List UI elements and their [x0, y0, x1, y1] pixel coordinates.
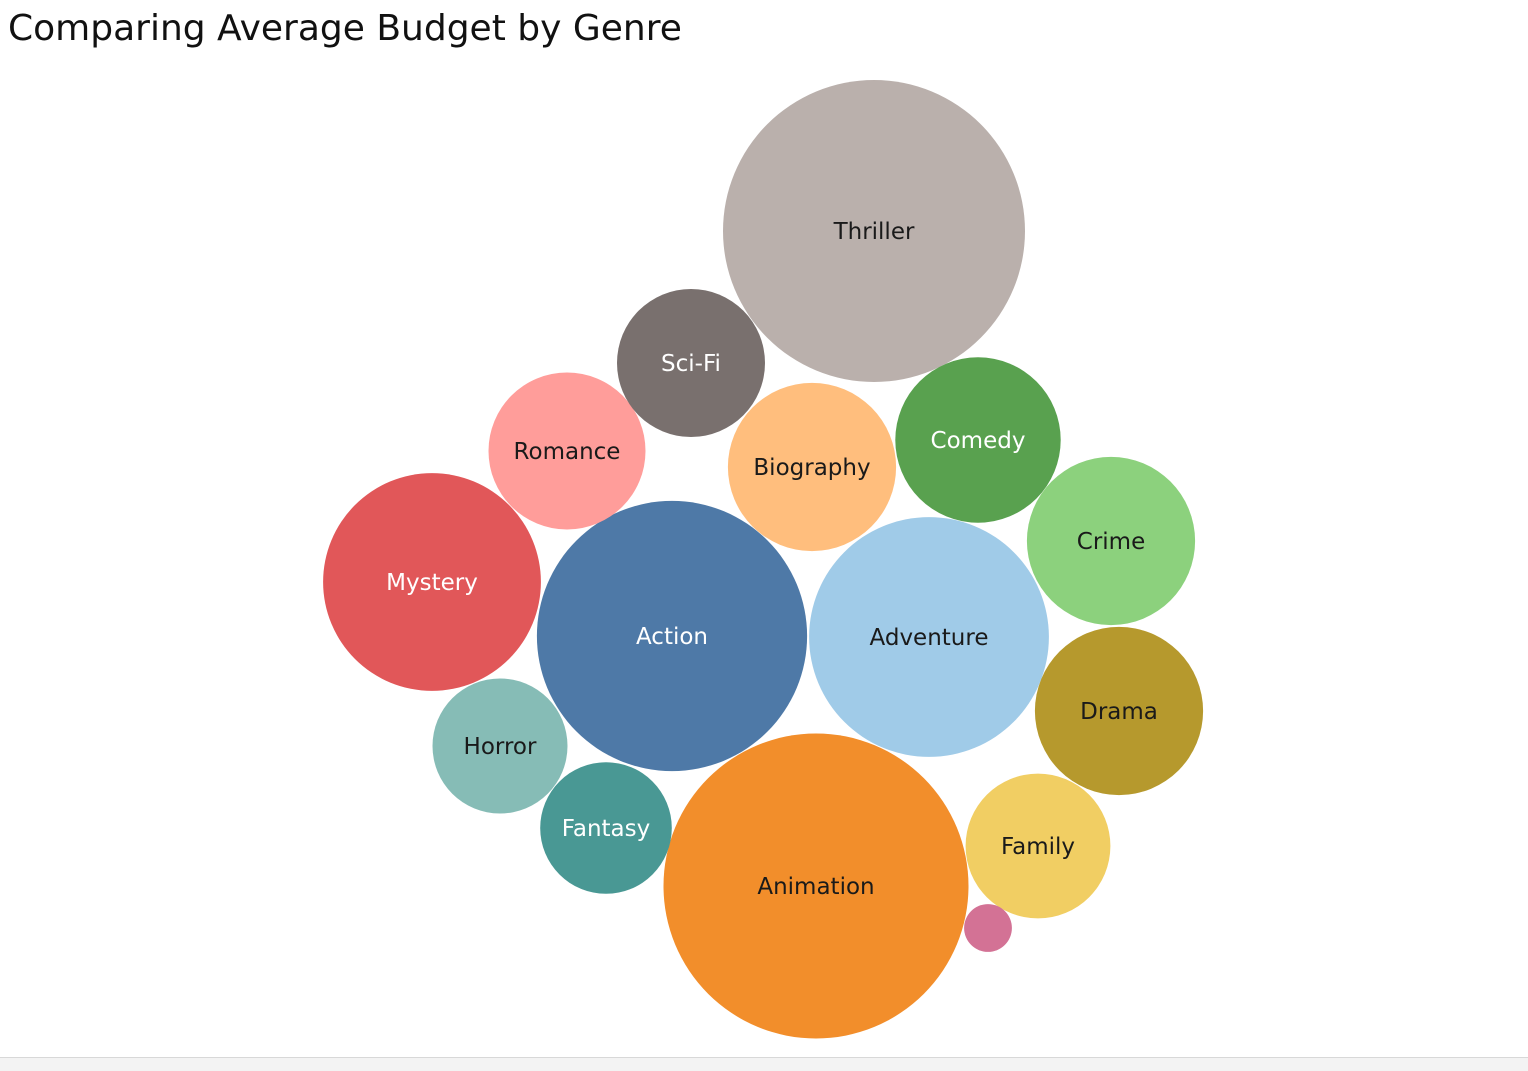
bubble-mystery[interactable] — [323, 473, 541, 691]
bubble-label-family: Family — [1001, 834, 1075, 860]
bubble-label-animation: Animation — [757, 874, 874, 900]
bubble-animation[interactable] — [663, 733, 969, 1039]
bubble-fantasy[interactable] — [540, 762, 672, 894]
bubble-label-crime: Crime — [1077, 529, 1145, 555]
bubble-action[interactable] — [536, 500, 808, 772]
bubble-unlabeled[interactable] — [964, 904, 1012, 952]
bubble-label-mystery: Mystery — [386, 570, 478, 596]
bubble-label-biography: Biography — [753, 455, 870, 481]
bubble-comedy[interactable] — [895, 357, 1061, 523]
bubble-label-romance: Romance — [514, 439, 621, 465]
bubble-label-sci-fi: Sci-Fi — [661, 351, 721, 377]
bubble-label-comedy: Comedy — [931, 428, 1026, 454]
bubble-sci-fi[interactable] — [617, 289, 765, 437]
bubble-romance[interactable] — [488, 372, 646, 530]
bottom-scrollbar[interactable] — [0, 1057, 1528, 1071]
bubble-crime[interactable] — [1026, 456, 1196, 626]
chart-title: Comparing Average Budget by Genre — [8, 8, 682, 49]
bubble-family[interactable] — [965, 773, 1111, 919]
bubble-horror[interactable] — [432, 678, 568, 814]
bubble-thriller[interactable] — [723, 80, 1025, 382]
bubble-label-thriller: Thriller — [833, 219, 915, 245]
bubble-label-adventure: Adventure — [870, 625, 989, 651]
bubble-adventure[interactable] — [809, 517, 1049, 757]
bubble-label-fantasy: Fantasy — [562, 816, 651, 842]
bubble-biography[interactable] — [727, 382, 897, 552]
bubble-label-drama: Drama — [1080, 699, 1158, 725]
bubble-label-horror: Horror — [464, 734, 537, 760]
bubble-drama[interactable] — [1034, 626, 1204, 796]
bubble-label-action: Action — [636, 624, 708, 650]
